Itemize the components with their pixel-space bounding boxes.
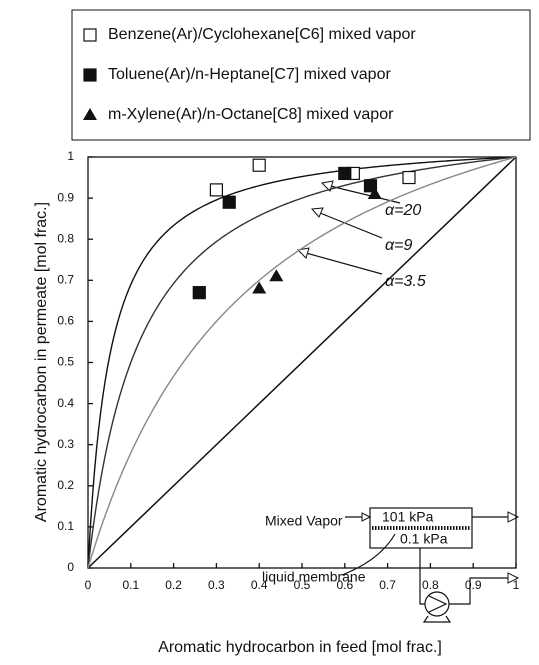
legend-label: Benzene(Ar)/Cyclohexane[C6] mixed vapor (108, 26, 416, 43)
legend-label: Toluene(Ar)/n-Heptane[C7] mixed vapor (108, 66, 391, 83)
x-tick-label: 0.5 (294, 578, 311, 592)
x-tick-label: 1 (513, 578, 520, 592)
marker (209, 183, 223, 197)
curve-label: α=9 (385, 237, 412, 254)
y-tick-label: 0.7 (57, 272, 74, 286)
x-tick-label: 0.6 (336, 578, 353, 592)
legend-label: m-Xylene(Ar)/n-Octane[C8] mixed vapor (108, 106, 394, 123)
curve-label: α=20 (385, 202, 421, 219)
legend-marker (83, 68, 97, 82)
curve-label: α=3.5 (385, 273, 426, 290)
y-tick-label: 1 (67, 149, 74, 163)
separation-curve (87, 156, 517, 569)
marker (252, 281, 267, 294)
x-tick-label: 0.1 (122, 578, 139, 592)
marker (222, 195, 236, 209)
x-tick-label: 0.8 (422, 578, 439, 592)
x-axis-label: Aromatic hydrocarbon in feed [mol frac.] (158, 639, 442, 656)
y-tick-label: 0.4 (57, 396, 74, 410)
x-tick-label: 0 (85, 578, 92, 592)
marker (402, 170, 416, 185)
diagonal (87, 156, 517, 569)
marker (363, 179, 378, 193)
separation-curve (87, 156, 517, 569)
x-tick-label: 0.9 (465, 578, 482, 592)
y-tick-label: 0.8 (57, 231, 74, 245)
marker (367, 186, 382, 199)
y-tick-label: 0 (67, 560, 74, 574)
legend-box (71, 9, 531, 141)
membrane-diagram (341, 507, 520, 623)
y-tick-label: 0.2 (57, 478, 74, 492)
marker (338, 166, 352, 181)
y-tick-label: 0.9 (57, 190, 74, 204)
y-tick-label: 0.6 (57, 314, 74, 328)
y-tick-label: 0.3 (57, 437, 74, 451)
annotation: 0.1 kPa (400, 531, 448, 547)
annotation: Mixed Vapor (265, 513, 343, 529)
marker (269, 269, 284, 282)
separation-curve (87, 156, 517, 569)
legend-marker (83, 28, 97, 42)
x-tick-label: 0.4 (251, 578, 268, 592)
alpha-arrows (296, 180, 401, 275)
annotation: liquid membrane (262, 569, 366, 585)
legend-marker (83, 108, 97, 120)
y-tick-label: 0.5 (57, 355, 74, 369)
annotation: 101 kPa (382, 509, 434, 525)
y-axis-label: Aromatic hydrocarbon in permeate [mol fr… (33, 202, 50, 522)
y-tick-label: 0.1 (57, 519, 74, 533)
marker (252, 158, 266, 172)
x-tick-label: 0.2 (165, 578, 182, 592)
x-tick-label: 0.7 (379, 578, 396, 592)
marker (192, 286, 206, 300)
x-tick-label: 0.3 (208, 578, 225, 592)
